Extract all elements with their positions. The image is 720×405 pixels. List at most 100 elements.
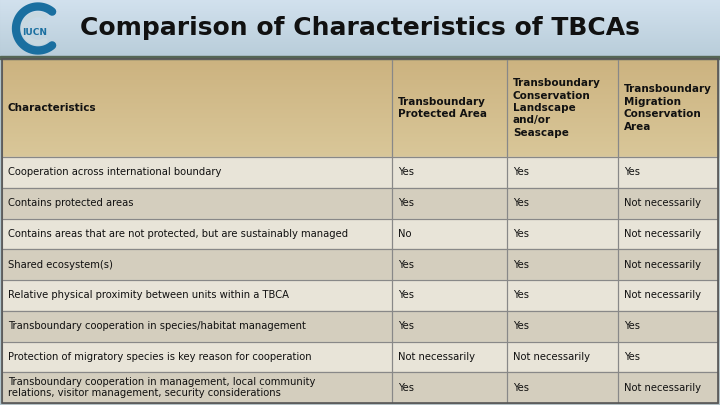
Bar bbox=[2, 86, 718, 87]
Bar bbox=[0, 36, 720, 37]
Bar bbox=[2, 341, 392, 372]
Bar bbox=[2, 87, 718, 88]
Bar bbox=[0, 25, 720, 26]
Bar bbox=[0, 1, 720, 2]
Text: Contains protected areas: Contains protected areas bbox=[8, 198, 133, 208]
Bar bbox=[507, 311, 618, 341]
Bar bbox=[2, 148, 718, 149]
Bar bbox=[2, 98, 718, 99]
Text: Yes: Yes bbox=[513, 260, 528, 270]
Bar bbox=[2, 117, 718, 118]
Bar bbox=[392, 157, 507, 188]
Bar bbox=[0, 54, 720, 55]
Text: Yes: Yes bbox=[398, 167, 414, 177]
Bar bbox=[392, 188, 507, 219]
Bar bbox=[507, 249, 618, 280]
Bar bbox=[0, 24, 720, 25]
Bar bbox=[2, 64, 718, 65]
Bar bbox=[2, 133, 718, 134]
Bar bbox=[2, 137, 718, 138]
Bar bbox=[2, 69, 718, 70]
Bar bbox=[2, 142, 718, 143]
Bar bbox=[2, 141, 718, 142]
Bar bbox=[2, 140, 718, 141]
Bar bbox=[392, 341, 507, 372]
Bar bbox=[0, 37, 720, 38]
Text: Shared ecosystem(s): Shared ecosystem(s) bbox=[8, 260, 113, 270]
Bar bbox=[0, 41, 720, 42]
Bar bbox=[0, 28, 720, 29]
Bar bbox=[2, 125, 718, 126]
Bar bbox=[2, 154, 718, 155]
Bar bbox=[2, 91, 718, 92]
Bar bbox=[2, 83, 718, 84]
Bar bbox=[2, 249, 718, 280]
Bar bbox=[392, 219, 507, 249]
Bar bbox=[0, 35, 720, 36]
Bar bbox=[0, 19, 720, 20]
Bar bbox=[2, 101, 718, 102]
Bar bbox=[2, 131, 718, 132]
Bar bbox=[392, 280, 507, 311]
Bar bbox=[392, 311, 507, 341]
Bar bbox=[618, 219, 718, 249]
Bar bbox=[2, 311, 392, 341]
Text: Transboundary
Conservation
Landscape
and/or
Seascape: Transboundary Conservation Landscape and… bbox=[513, 78, 600, 138]
Text: Not necessarily: Not necessarily bbox=[624, 229, 701, 239]
Bar bbox=[2, 219, 718, 249]
Bar bbox=[2, 124, 718, 125]
Bar bbox=[0, 30, 720, 31]
Bar bbox=[0, 6, 720, 7]
Text: Yes: Yes bbox=[513, 167, 528, 177]
Bar bbox=[2, 65, 718, 66]
Bar bbox=[2, 82, 718, 83]
Bar bbox=[2, 62, 718, 63]
Text: Yes: Yes bbox=[398, 260, 414, 270]
Bar bbox=[2, 120, 718, 121]
Bar bbox=[618, 311, 718, 341]
Text: Yes: Yes bbox=[624, 352, 640, 362]
Bar bbox=[0, 26, 720, 27]
Bar bbox=[0, 49, 720, 50]
Bar bbox=[2, 112, 718, 113]
Bar bbox=[2, 77, 718, 78]
Bar bbox=[2, 96, 718, 97]
Bar bbox=[2, 127, 718, 128]
Bar bbox=[2, 188, 718, 219]
Bar bbox=[2, 66, 718, 67]
Bar bbox=[2, 341, 718, 372]
Bar bbox=[2, 74, 718, 75]
Bar bbox=[2, 95, 718, 96]
Bar bbox=[0, 11, 720, 12]
Text: Yes: Yes bbox=[398, 290, 414, 301]
Bar bbox=[2, 129, 718, 130]
Bar bbox=[2, 121, 718, 122]
Bar bbox=[0, 33, 720, 34]
Bar bbox=[2, 79, 718, 80]
Text: Transboundary
Migration
Conservation
Area: Transboundary Migration Conservation Are… bbox=[624, 84, 711, 132]
Bar bbox=[2, 147, 718, 148]
Text: Not necessarily: Not necessarily bbox=[513, 352, 590, 362]
Bar bbox=[0, 52, 720, 53]
Bar bbox=[2, 188, 392, 219]
Bar bbox=[2, 80, 718, 81]
Text: Contains areas that are not protected, but are sustainably managed: Contains areas that are not protected, b… bbox=[8, 229, 348, 239]
Bar bbox=[2, 372, 718, 403]
Bar bbox=[618, 372, 718, 403]
Bar bbox=[618, 157, 718, 188]
Bar bbox=[2, 138, 718, 139]
Bar bbox=[2, 119, 718, 120]
Bar bbox=[0, 31, 720, 32]
Bar bbox=[2, 155, 718, 156]
Text: Yes: Yes bbox=[398, 198, 414, 208]
Bar bbox=[0, 2, 720, 3]
Text: Cooperation across international boundary: Cooperation across international boundar… bbox=[8, 167, 221, 177]
Bar bbox=[0, 51, 720, 52]
Bar bbox=[2, 61, 718, 62]
Bar bbox=[507, 188, 618, 219]
Bar bbox=[2, 110, 718, 111]
Bar bbox=[2, 153, 718, 154]
Bar bbox=[0, 38, 720, 39]
Text: Comparison of Characteristics of TBCAs: Comparison of Characteristics of TBCAs bbox=[80, 17, 640, 40]
Bar bbox=[0, 16, 720, 17]
